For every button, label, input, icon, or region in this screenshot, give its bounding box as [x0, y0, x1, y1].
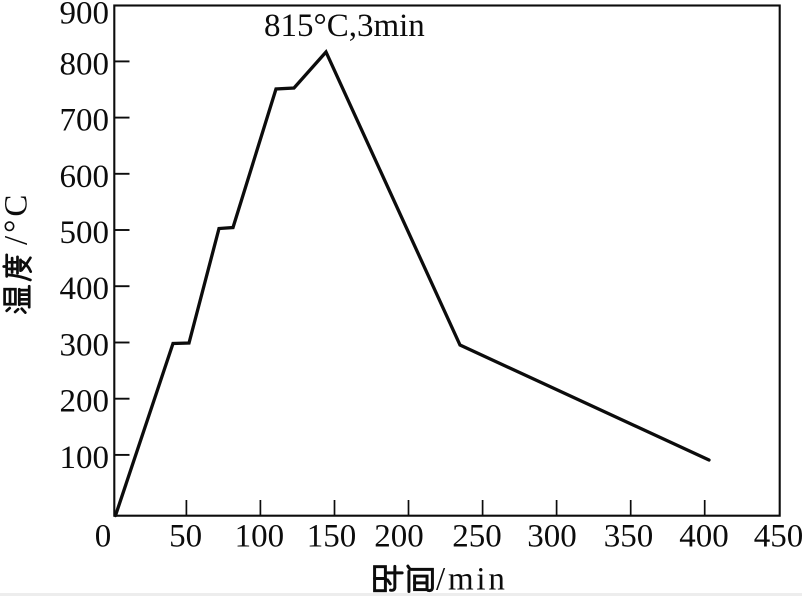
svg-text:300: 300 — [60, 328, 110, 364]
svg-text:400: 400 — [679, 519, 729, 555]
svg-text:/min: /min — [436, 562, 508, 596]
svg-text:/°C: /°C — [0, 192, 35, 245]
svg-text:100: 100 — [60, 440, 110, 476]
svg-text:150: 150 — [307, 519, 357, 555]
svg-text:100: 100 — [235, 519, 285, 555]
svg-text:800: 800 — [60, 46, 110, 82]
svg-text:350: 350 — [604, 519, 654, 555]
svg-text:200: 200 — [60, 384, 110, 420]
svg-text:900: 900 — [60, 0, 110, 32]
svg-text:50: 50 — [169, 519, 202, 555]
svg-text:450: 450 — [754, 519, 802, 555]
svg-text:200: 200 — [374, 519, 424, 555]
svg-text:300: 300 — [527, 519, 577, 555]
svg-text:600: 600 — [60, 159, 110, 195]
svg-text:400: 400 — [60, 271, 110, 307]
svg-text:250: 250 — [452, 519, 502, 555]
svg-text:500: 500 — [60, 215, 110, 251]
svg-text:0: 0 — [95, 519, 112, 555]
svg-text:815°C,3min: 815°C,3min — [264, 8, 425, 44]
svg-text:700: 700 — [60, 103, 110, 139]
